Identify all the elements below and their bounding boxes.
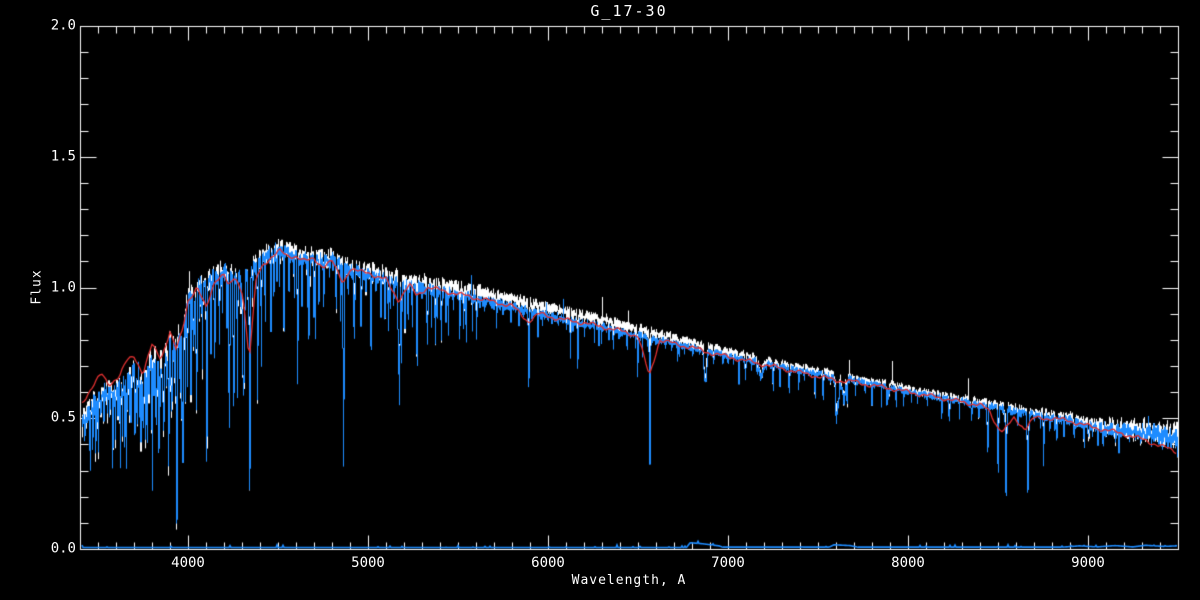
y-tick-label: 2.0 — [50, 17, 76, 34]
x-tick-label: 9000 — [1071, 555, 1105, 571]
x-tick-label: 5000 — [351, 555, 385, 571]
y-tick-label: 0.0 — [50, 540, 76, 557]
y-tick-label: 1.0 — [50, 279, 76, 296]
x-tick-label: 4000 — [171, 555, 205, 571]
x-axis-label: Wavelength, A — [571, 573, 687, 588]
x-tick-label: 8000 — [891, 555, 925, 571]
y-tick-label: 1.5 — [50, 148, 76, 165]
x-tick-label: 6000 — [531, 555, 565, 571]
plot-title: G_17-30 — [590, 2, 668, 20]
x-tick-label: 7000 — [711, 555, 745, 571]
y-tick-label: 0.5 — [50, 409, 76, 426]
